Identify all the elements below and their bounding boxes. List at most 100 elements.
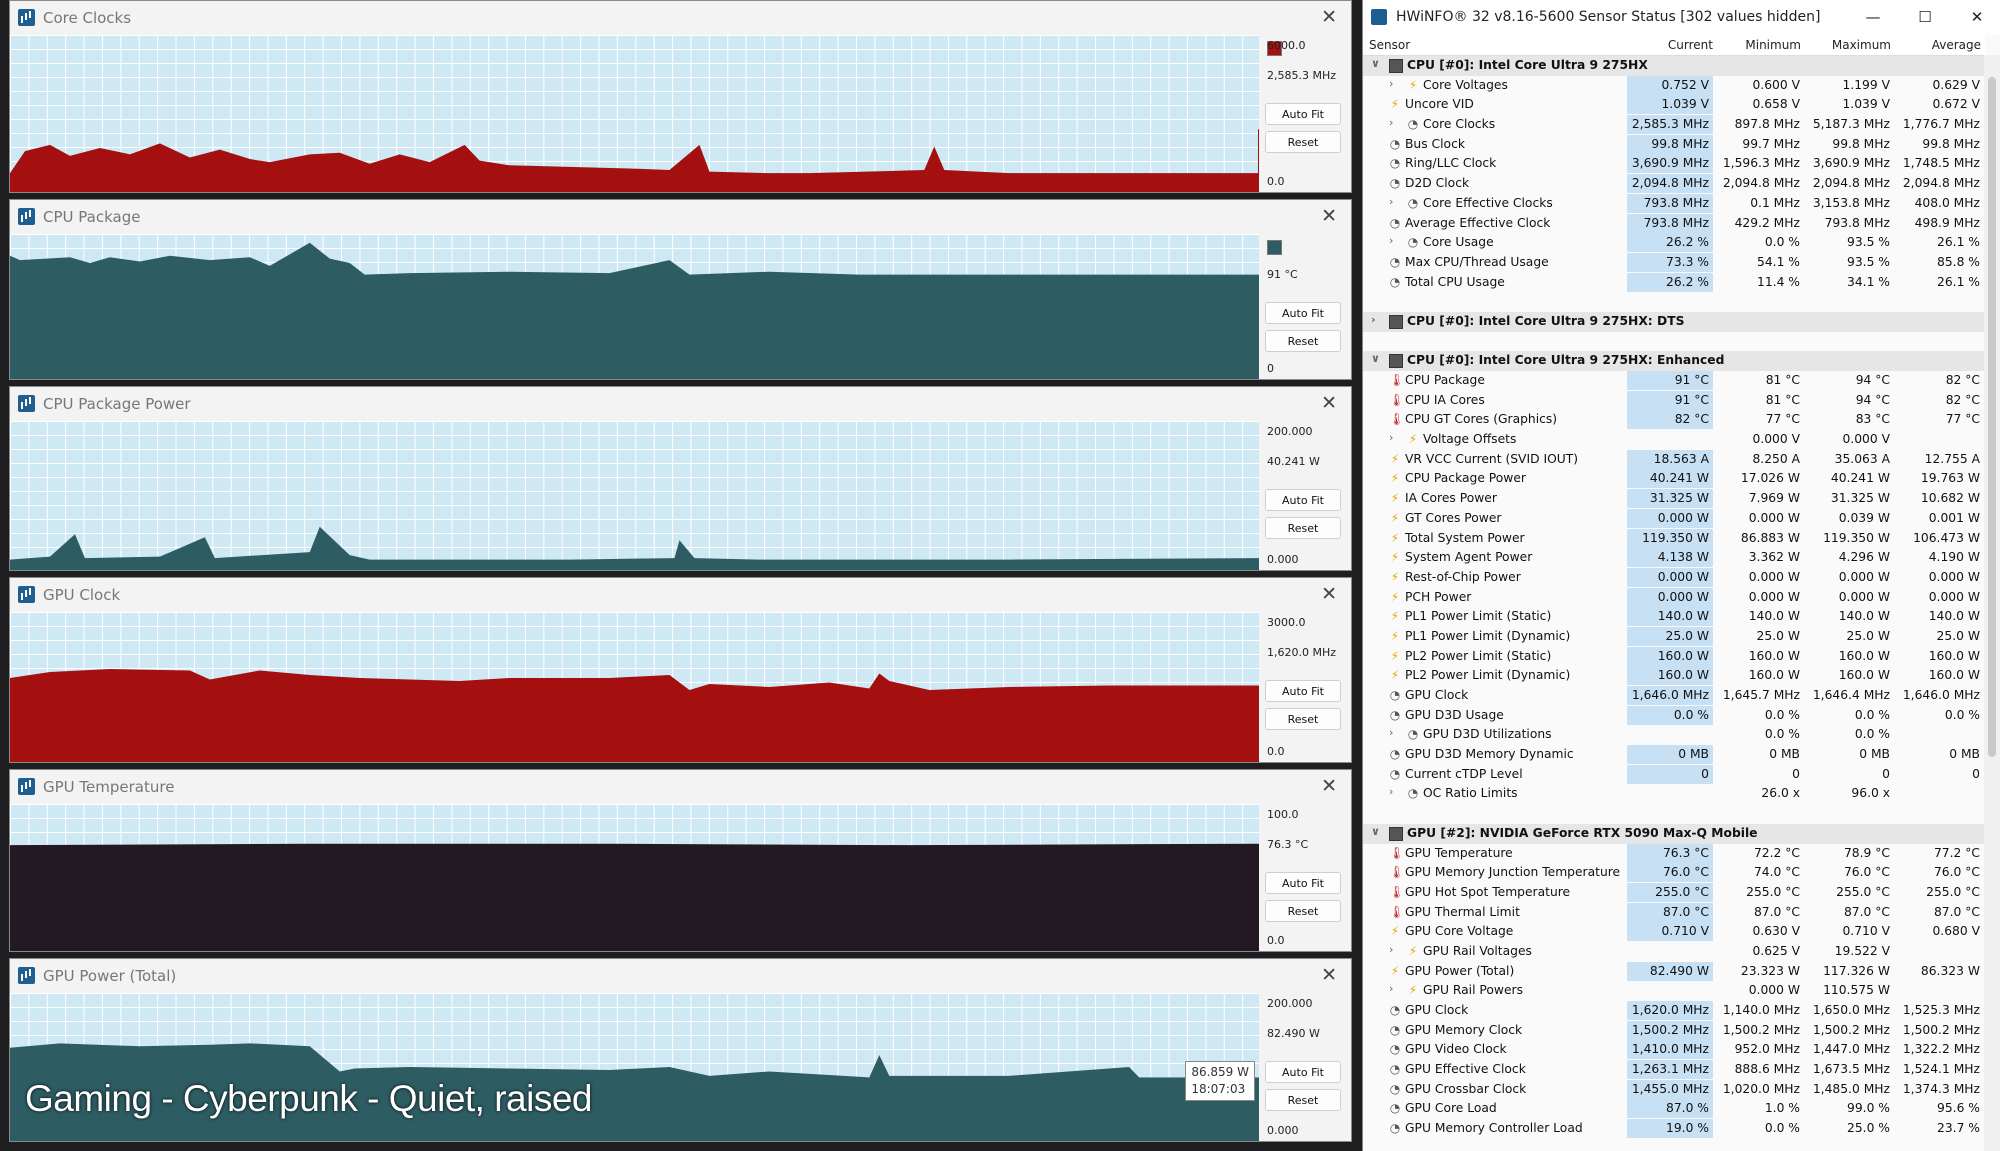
col-header-average[interactable]: Average	[1931, 38, 1981, 52]
reset-button[interactable]: Reset	[1265, 517, 1341, 539]
sensor-row[interactable]: 🌡 GPU Memory Junction Temperature 76.0 °C 7…	[1363, 863, 1985, 883]
reset-button[interactable]: Reset	[1265, 900, 1341, 922]
sensor-group-header[interactable]: ∨ GPU [#2]: NVIDIA GeForce RTX 5090 Max-Q…	[1363, 823, 1985, 844]
sensor-row[interactable]: ◔ Bus Clock 99.8 MHz 99.7 MHz 99.8 MHz 99.8 M…	[1363, 134, 1985, 155]
auto-fit-button[interactable]: Auto Fit	[1265, 1061, 1341, 1083]
auto-fit-button[interactable]: Auto Fit	[1265, 872, 1341, 894]
sensor-row[interactable]: ⚡ Total System Power 119.350 W 86.883 W 119.…	[1363, 528, 1985, 549]
graph-plot-area[interactable]	[10, 421, 1259, 570]
graph-plot-area[interactable]	[10, 804, 1259, 951]
expand-toggle-icon[interactable]: ›	[1389, 942, 1394, 956]
sensor-row[interactable]: ⚡ Uncore VID 1.039 V 0.658 V 1.039 V 0.672 V	[1363, 95, 1985, 115]
sensor-row[interactable]: ◔ GPU Memory Controller Load 19.0 % 0.0 % 25…	[1363, 1119, 1985, 1139]
sensor-group-header[interactable]: ∨ CPU [#0]: Intel Core Ultra 9 275HX: Enh…	[1363, 351, 1985, 371]
sensor-row[interactable]: ◔ GPU Crossbar Clock 1,455.0 MHz 1,020.0 MH…	[1363, 1079, 1985, 1100]
sensor-row[interactable]: ⚡ GT Cores Power 0.000 W 0.000 W 0.039 W 0.00…	[1363, 508, 1985, 529]
sensor-row[interactable]: ⚡ Rest-of-Chip Power 0.000 W 0.000 W 0.000 W…	[1363, 567, 1985, 588]
series-color-swatch[interactable]	[1267, 240, 1282, 255]
sensor-row[interactable]: ⚡ PL2 Power Limit (Static) 160.0 W 160.0 W 1…	[1363, 646, 1985, 667]
sensor-row[interactable]: ⚡ PL2 Power Limit (Dynamic) 160.0 W 160.0 W…	[1363, 666, 1985, 686]
sensor-row[interactable]: ⚡ CPU Package Power 40.241 W 17.026 W 40.241…	[1363, 469, 1985, 489]
sensor-row[interactable]: ◔ GPU Core Load 87.0 % 1.0 % 99.0 % 95.6 %	[1363, 1099, 1985, 1119]
sensor-row[interactable]: ⚡ PL1 Power Limit (Dynamic) 25.0 W 25.0 W 25…	[1363, 626, 1985, 647]
sensor-row[interactable]: 🌡 CPU Package 91 °C 81 °C 94 °C 82 °C	[1363, 371, 1985, 391]
sensor-row[interactable]: › ⚡ GPU Rail Voltages 0.625 V 19.522 V	[1363, 942, 1985, 962]
close-graph-icon[interactable]: ✕	[1321, 205, 1337, 227]
expand-toggle-icon[interactable]: ›	[1389, 76, 1394, 90]
expand-toggle-icon[interactable]: ›	[1389, 116, 1394, 130]
minimize-button[interactable]: —	[1865, 8, 1881, 26]
sensor-row[interactable]: ⚡ System Agent Power 4.138 W 3.362 W 4.296 W…	[1363, 548, 1985, 568]
sensor-row[interactable]: ⚡ PL1 Power Limit (Static) 140.0 W 140.0 W 1…	[1363, 607, 1985, 627]
sensor-row[interactable]: › ◔ GPU D3D Utilizations 0.0 % 0.0 %	[1363, 725, 1985, 745]
expand-toggle-icon[interactable]: ›	[1371, 312, 1376, 326]
sensor-row[interactable]: › ⚡ Core Voltages 0.752 V 0.600 V 1.199 V 0.62…	[1363, 75, 1985, 96]
sensor-group-header[interactable]: ∨ CPU [#0]: Intel Core Ultra 9 275HX	[1363, 56, 1985, 76]
expand-toggle-icon[interactable]: ›	[1389, 982, 1394, 996]
sensor-row[interactable]: ◔ GPU Effective Clock 1,263.1 MHz 888.6 MHz…	[1363, 1060, 1985, 1080]
sensor-row[interactable]: ◔ GPU Clock 1,620.0 MHz 1,140.0 MHz 1,650.0 …	[1363, 1001, 1985, 1021]
sensor-row[interactable]: ◔ Current cTDP Level 0 0 0 0	[1363, 764, 1985, 785]
expand-toggle-icon[interactable]: ›	[1389, 431, 1394, 445]
col-header-sensor[interactable]: Sensor	[1369, 38, 1411, 52]
sensor-row[interactable]: ◔ Ring/LLC Clock 3,690.9 MHz 1,596.3 MHz 3,6…	[1363, 154, 1985, 174]
close-graph-icon[interactable]: ✕	[1321, 964, 1337, 986]
vertical-scrollbar[interactable]	[1984, 55, 2000, 1151]
sensor-row[interactable]: ⚡ GPU Power (Total) 82.490 W 23.323 W 117.32…	[1363, 961, 1985, 982]
sensor-row[interactable]: ⚡ GPU Core Voltage 0.710 V 0.630 V 0.710 V 0.…	[1363, 922, 1985, 942]
sensor-row[interactable]: ⚡ PCH Power 0.000 W 0.000 W 0.000 W 0.000 W	[1363, 587, 1985, 608]
sensor-row[interactable]: ⚡ VR VCC Current (SVID IOUT) 18.563 A 8.250…	[1363, 449, 1985, 470]
sensor-row[interactable]: 🌡 GPU Hot Spot Temperature 255.0 °C 255.0 °…	[1363, 882, 1985, 903]
expand-toggle-icon[interactable]: ›	[1389, 785, 1394, 799]
close-graph-icon[interactable]: ✕	[1321, 775, 1337, 797]
expand-toggle-icon[interactable]: ›	[1389, 194, 1394, 208]
close-graph-icon[interactable]: ✕	[1321, 583, 1337, 605]
sensor-row[interactable]: 🌡 CPU IA Cores 91 °C 81 °C 94 °C 82 °C	[1363, 390, 1985, 411]
close-window-button[interactable]: ✕	[1970, 8, 1984, 26]
sensor-row[interactable]: ◔ GPU Memory Clock 1,500.2 MHz 1,500.2 MHz 1…	[1363, 1020, 1985, 1041]
sensor-row[interactable]: ◔ Total CPU Usage 26.2 % 11.4 % 34.1 % 26.1 %	[1363, 272, 1985, 293]
expand-toggle-icon[interactable]: ∨	[1371, 352, 1380, 366]
graph-plot-area[interactable]	[10, 612, 1259, 762]
sensor-row[interactable]: › ◔ Core Effective Clocks 793.8 MHz 0.1 MHz 3…	[1363, 193, 1985, 214]
sensor-row[interactable]: 🌡 CPU GT Cores (Graphics) 82 °C 77 °C 83 °C 7…	[1363, 410, 1985, 430]
sensor-row[interactable]: ◔ Max CPU/Thread Usage 73.3 % 54.1 % 93.5 % 8…	[1363, 252, 1985, 273]
sensor-row[interactable]: ◔ GPU Clock 1,646.0 MHz 1,645.7 MHz 1,646.4 …	[1363, 686, 1985, 706]
graph-plot-area[interactable]	[10, 234, 1259, 379]
reset-button[interactable]: Reset	[1265, 708, 1341, 730]
sensor-row[interactable]: › ◔ Core Usage 26.2 % 0.0 % 93.5 % 26.1 %	[1363, 233, 1985, 253]
graph-plot-area[interactable]	[10, 35, 1259, 192]
sensor-row[interactable]: ◔ Average Effective Clock 793.8 MHz 429.2 M…	[1363, 213, 1985, 234]
sensor-row[interactable]: › ⚡ Voltage Offsets 0.000 V 0.000 V	[1363, 430, 1985, 450]
auto-fit-button[interactable]: Auto Fit	[1265, 680, 1341, 702]
sensor-row[interactable]: 🌡 GPU Thermal Limit 87.0 °C 87.0 °C 87.0 °C 8…	[1363, 902, 1985, 923]
sensor-row[interactable]: ◔ D2D Clock 2,094.8 MHz 2,094.8 MHz 2,094.8 …	[1363, 174, 1985, 194]
sensor-row[interactable]: ◔ GPU D3D Usage 0.0 % 0.0 % 0.0 % 0.0 %	[1363, 705, 1985, 726]
maximize-button[interactable]: ☐	[1918, 8, 1932, 26]
expand-toggle-icon[interactable]: ∨	[1371, 57, 1380, 70]
close-graph-icon[interactable]: ✕	[1321, 392, 1337, 414]
close-graph-icon[interactable]: ✕	[1321, 6, 1337, 28]
reset-button[interactable]: Reset	[1265, 131, 1341, 153]
expand-toggle-icon[interactable]: ∨	[1371, 824, 1380, 838]
col-header-minimum[interactable]: Minimum	[1745, 38, 1801, 52]
reset-button[interactable]: Reset	[1265, 1089, 1341, 1111]
sensor-row[interactable]: ◔ GPU D3D Memory Dynamic 0 MB 0 MB 0 MB 0 MB	[1363, 745, 1985, 765]
auto-fit-button[interactable]: Auto Fit	[1265, 489, 1341, 511]
graph-plot-area[interactable]	[10, 993, 1259, 1141]
series-color-swatch[interactable]	[1267, 41, 1282, 56]
expand-toggle-icon[interactable]: ›	[1389, 726, 1394, 740]
sensor-row[interactable]: › ◔ OC Ratio Limits 26.0 x 96.0 x	[1363, 784, 1985, 804]
col-header-current[interactable]: Current	[1667, 38, 1713, 52]
col-header-maximum[interactable]: Maximum	[1831, 38, 1891, 52]
scrollbar-thumb[interactable]	[1988, 77, 1996, 757]
auto-fit-button[interactable]: Auto Fit	[1265, 302, 1341, 324]
auto-fit-button[interactable]: Auto Fit	[1265, 103, 1341, 125]
sensor-group-header[interactable]: › CPU [#0]: Intel Core Ultra 9 275HX: DTS	[1363, 311, 1985, 332]
sensor-row[interactable]: ⚡ IA Cores Power 31.325 W 7.969 W 31.325 W 10…	[1363, 489, 1985, 509]
sensor-row[interactable]: ◔ GPU Video Clock 1,410.0 MHz 952.0 MHz 1,44…	[1363, 1040, 1985, 1060]
expand-toggle-icon[interactable]: ›	[1389, 234, 1394, 248]
sensor-row[interactable]: › ⚡ GPU Rail Powers 0.000 W 110.575 W	[1363, 981, 1985, 1001]
sensor-row[interactable]: 🌡 GPU Temperature 76.3 °C 72.2 °C 78.9 °C 77.…	[1363, 843, 1985, 864]
reset-button[interactable]: Reset	[1265, 330, 1341, 352]
